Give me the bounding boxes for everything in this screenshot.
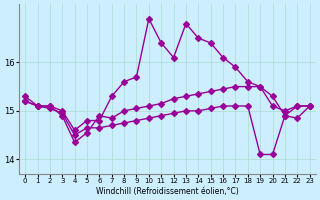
X-axis label: Windchill (Refroidissement éolien,°C): Windchill (Refroidissement éolien,°C) <box>96 187 239 196</box>
